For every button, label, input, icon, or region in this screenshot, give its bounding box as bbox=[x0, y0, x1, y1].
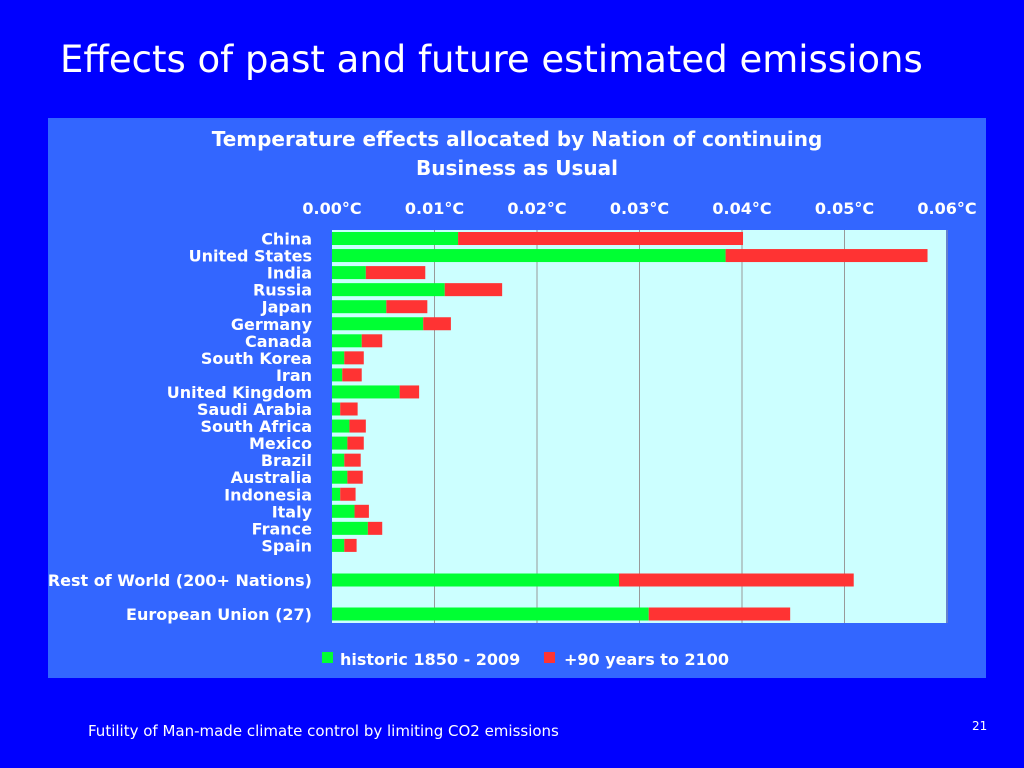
category-label: Brazil bbox=[261, 451, 312, 470]
page-number: 21 bbox=[972, 719, 988, 733]
x-tick-label: 0.04°C bbox=[712, 199, 771, 218]
slide-footer: Futility of Man-made climate control by … bbox=[88, 722, 559, 740]
bar-historic bbox=[332, 368, 343, 382]
bar-future bbox=[344, 351, 364, 365]
category-label: Saudi Arabia bbox=[197, 400, 312, 419]
bar-historic bbox=[332, 573, 619, 587]
bar-future bbox=[354, 504, 369, 518]
bar-historic bbox=[332, 402, 341, 416]
bar-future bbox=[367, 521, 383, 535]
bar-historic bbox=[332, 300, 387, 314]
bar-future bbox=[458, 232, 744, 245]
x-tick-label: 0.01°C bbox=[405, 199, 464, 218]
category-label: Iran bbox=[276, 366, 312, 385]
bar-future bbox=[619, 573, 854, 587]
bar-historic bbox=[332, 521, 368, 535]
legend-future-label: +90 years to 2100 bbox=[564, 650, 729, 669]
bar-historic bbox=[332, 334, 362, 348]
category-label: United States bbox=[189, 247, 312, 266]
category-label: Japan bbox=[261, 298, 312, 317]
bar-future bbox=[725, 249, 928, 263]
category-label: Indonesia bbox=[224, 485, 312, 504]
bar-historic bbox=[332, 504, 355, 518]
bar-future bbox=[361, 334, 383, 348]
bar-future bbox=[648, 607, 791, 621]
bar-future bbox=[340, 487, 356, 501]
bar-historic bbox=[332, 385, 400, 399]
bar-historic bbox=[332, 283, 445, 297]
chart-title-line-2: Business as Usual bbox=[416, 156, 618, 180]
bar-historic bbox=[332, 266, 366, 280]
bar-historic bbox=[332, 317, 424, 331]
bar-future bbox=[365, 266, 426, 280]
category-label: Mexico bbox=[249, 434, 312, 453]
bar-historic bbox=[332, 436, 348, 450]
legend-historic-label: historic 1850 - 2009 bbox=[340, 650, 520, 669]
bar-historic bbox=[332, 607, 649, 621]
bar-future bbox=[340, 402, 358, 416]
category-label: Germany bbox=[231, 315, 313, 334]
bar-historic bbox=[332, 232, 459, 245]
legend-historic-swatch bbox=[322, 652, 333, 663]
bar-future bbox=[342, 368, 362, 382]
bar-historic bbox=[332, 453, 345, 467]
category-label: United Kingdom bbox=[167, 383, 312, 402]
category-label: India bbox=[267, 264, 312, 283]
category-label: Italy bbox=[272, 502, 313, 521]
bar-historic bbox=[332, 487, 341, 501]
bar-future bbox=[349, 419, 366, 433]
category-label: South Korea bbox=[201, 349, 312, 368]
bar-future bbox=[344, 538, 357, 552]
bar-future bbox=[444, 283, 503, 297]
legend-future-swatch bbox=[544, 652, 555, 663]
category-label: China bbox=[261, 230, 312, 249]
category-label: Russia bbox=[253, 281, 312, 300]
category-label: Canada bbox=[245, 332, 312, 351]
bar-future bbox=[399, 385, 420, 399]
bar-historic bbox=[332, 351, 345, 365]
x-tick-label: 0.03°C bbox=[610, 199, 669, 218]
bar-future bbox=[423, 317, 451, 331]
x-tick-label: 0.05°C bbox=[815, 199, 874, 218]
bar-future bbox=[347, 470, 363, 484]
x-tick-label: 0.00°C bbox=[302, 199, 361, 218]
category-label: France bbox=[252, 519, 312, 538]
slide-title: Effects of past and future estimated emi… bbox=[60, 38, 923, 81]
category-label: Rest of World (200+ Nations) bbox=[48, 571, 312, 590]
x-tick-label: 0.06°C bbox=[917, 199, 976, 218]
x-tick-label: 0.02°C bbox=[507, 199, 566, 218]
bar-historic bbox=[332, 249, 726, 263]
category-label: European Union (27) bbox=[126, 605, 312, 624]
bar-historic bbox=[332, 419, 350, 433]
category-label: Spain bbox=[261, 536, 312, 555]
bar-future bbox=[344, 453, 361, 467]
category-label: Australia bbox=[231, 468, 312, 487]
chart-title-line-1: Temperature effects allocated by Nation … bbox=[212, 127, 823, 151]
bar-historic bbox=[332, 538, 345, 552]
category-label: South Africa bbox=[200, 417, 312, 436]
bar-future bbox=[386, 300, 428, 314]
bar-historic bbox=[332, 470, 348, 484]
bar-future bbox=[347, 436, 364, 450]
